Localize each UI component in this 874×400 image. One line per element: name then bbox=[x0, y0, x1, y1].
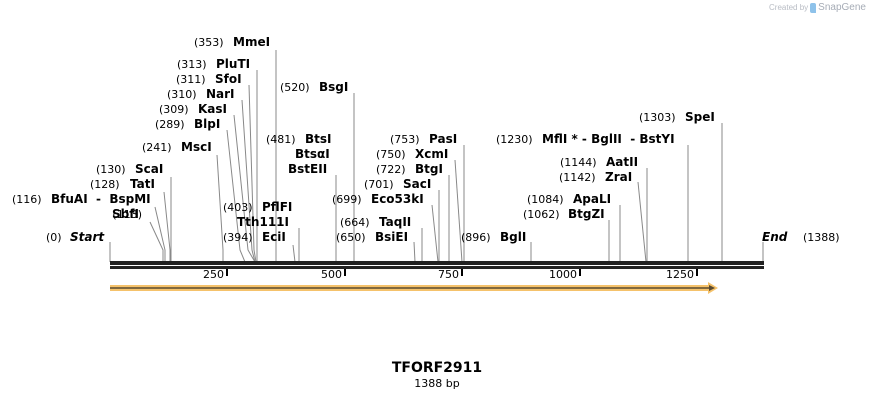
site-name-btsi[interactable]: BtsI bbox=[305, 132, 332, 146]
tick-label: 1250 bbox=[666, 268, 694, 281]
site-position: (394) bbox=[223, 231, 253, 244]
site-name-zrai[interactable]: ZraI bbox=[605, 170, 632, 184]
site-position: (1230) bbox=[496, 133, 533, 146]
site-position: (311) bbox=[176, 73, 206, 86]
site-name-btgzi[interactable]: BtgZI bbox=[568, 207, 605, 221]
site-position: (353) bbox=[194, 36, 224, 49]
end-position: (1388) bbox=[803, 231, 840, 244]
site-position: (313) bbox=[177, 58, 207, 71]
site-position: (1303) bbox=[639, 111, 676, 124]
backbone-bottom-strand bbox=[110, 266, 764, 269]
site-name-scai[interactable]: ScaI bbox=[135, 162, 163, 176]
tick-label: 1000 bbox=[549, 268, 577, 281]
site-name-sbfi[interactable]: SbfI bbox=[112, 207, 139, 221]
site-position: (664) bbox=[340, 216, 370, 229]
site-name-tati[interactable]: TatI bbox=[130, 177, 155, 191]
site-position: (128) bbox=[90, 178, 120, 191]
site-position: (699) bbox=[332, 193, 362, 206]
orf-feature-arrow[interactable] bbox=[110, 282, 718, 294]
snapgene-logo-icon bbox=[810, 2, 817, 13]
site-name-nari[interactable]: NarI bbox=[206, 87, 235, 101]
site-position: (113) bbox=[112, 208, 142, 221]
site-position: (1084) bbox=[527, 193, 564, 206]
site-name-btgi[interactable]: BtgI bbox=[415, 162, 443, 176]
sequence-name: TFORF2911 bbox=[391, 360, 483, 376]
site-position: (241) bbox=[142, 141, 172, 154]
site-position: (289) bbox=[155, 118, 185, 131]
site-name-bsteii[interactable]: BstEII bbox=[288, 162, 327, 176]
site-position: (1144) bbox=[560, 156, 597, 169]
site-name-taqii[interactable]: TaqII bbox=[379, 215, 411, 229]
site-labels: (113) SbfI (116) BfuAI - BspMI (128) Tat… bbox=[12, 35, 715, 244]
site-position: (896) bbox=[461, 231, 491, 244]
tick-label: 250 bbox=[203, 268, 224, 281]
site-position: (520) bbox=[280, 81, 310, 94]
site-position: (116) bbox=[12, 193, 42, 206]
site-position: (650) bbox=[336, 231, 366, 244]
tick-label: 500 bbox=[321, 268, 342, 281]
site-name-xcmi[interactable]: XcmI bbox=[415, 147, 448, 161]
site-position: (403) bbox=[223, 201, 253, 214]
site-position: (1142) bbox=[559, 171, 596, 184]
site-name-pluti[interactable]: PluTI bbox=[216, 57, 250, 71]
site-name-pflfi[interactable]: PflFI bbox=[262, 200, 292, 214]
tick-label: 750 bbox=[438, 268, 459, 281]
site-name-aatii[interactable]: AatII bbox=[606, 155, 638, 169]
site-name-msci[interactable]: MscI bbox=[181, 140, 212, 154]
site-name-ecii[interactable]: EciI bbox=[262, 230, 286, 244]
site-name-blpi[interactable]: BlpI bbox=[194, 117, 220, 131]
site-position: (1062) bbox=[523, 208, 560, 221]
site-name-mmei[interactable]: MmeI bbox=[233, 35, 270, 49]
site-position: (722) bbox=[376, 163, 406, 176]
site-position: (750) bbox=[376, 148, 406, 161]
site-name-sfoi[interactable]: SfoI bbox=[215, 72, 242, 86]
site-position: (130) bbox=[96, 163, 126, 176]
site-position: (481) bbox=[266, 133, 296, 146]
site-name-apali[interactable]: ApaLI bbox=[573, 192, 611, 206]
site-name-eco53ki[interactable]: Eco53kI bbox=[371, 192, 424, 206]
site-position: (753) bbox=[390, 133, 420, 146]
site-name-bsiei[interactable]: BsiEI bbox=[375, 230, 408, 244]
site-name-saci[interactable]: SacI bbox=[403, 177, 431, 191]
start-label: Start bbox=[70, 230, 105, 244]
site-name-kasi[interactable]: KasI bbox=[198, 102, 227, 116]
sequence-length: 1388 bp bbox=[414, 377, 460, 390]
backbone-top-strand bbox=[110, 261, 764, 265]
site-position: (701) bbox=[364, 178, 394, 191]
cut-lines bbox=[109, 50, 764, 263]
site-position: (310) bbox=[167, 88, 197, 101]
site-name-pasi[interactable]: PasI bbox=[429, 132, 457, 146]
start-position: (0) bbox=[46, 231, 62, 244]
site-name-tth111i[interactable]: Tth111I bbox=[237, 215, 289, 229]
credit-brand: SnapGene bbox=[818, 2, 866, 13]
end-label: End bbox=[762, 230, 788, 244]
site-name-btsai[interactable]: BtsαI bbox=[295, 147, 330, 161]
site-name-spei[interactable]: SpeI bbox=[685, 110, 715, 124]
scale-ticks: 250 500 750 1000 1250 bbox=[203, 268, 698, 281]
snapgene-credit: Created by SnapGene bbox=[769, 2, 866, 13]
site-name-bfuai-bspmi[interactable]: BfuAI - BspMI bbox=[51, 192, 151, 206]
site-name-mfli-bglii-bstyi[interactable]: MflI * - BglII - BstYI bbox=[542, 132, 675, 146]
site-name-bgli[interactable]: BglI bbox=[500, 230, 526, 244]
credit-prefix: Created by bbox=[769, 3, 809, 12]
site-position: (309) bbox=[159, 103, 189, 116]
site-name-bsgi[interactable]: BsgI bbox=[319, 80, 348, 94]
